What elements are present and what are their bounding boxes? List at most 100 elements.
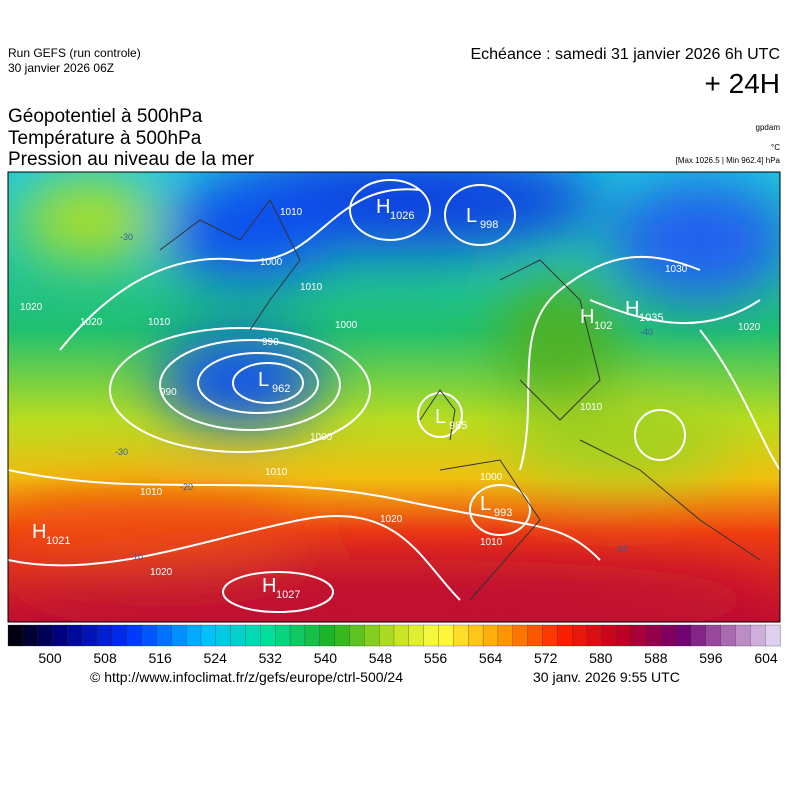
center-value: 985: [449, 420, 467, 432]
colorbar-label: 580: [589, 650, 613, 666]
footer-url: © http://www.infoclimat.fr/z/gefs/europe…: [90, 669, 404, 685]
colorbar-swatch: [156, 624, 172, 647]
colorbar-swatch: [230, 624, 247, 647]
center-letter: L: [466, 205, 477, 227]
isobar-label: 990: [262, 337, 279, 348]
colorbar-swatch: [690, 624, 707, 647]
isobar-label: 1030: [665, 264, 688, 275]
center-letter: H: [262, 575, 276, 597]
isobar-label: 1010: [140, 487, 163, 498]
colorbar-label: 588: [644, 650, 668, 666]
unit: °C: [771, 143, 780, 152]
colorbar-swatch: [557, 624, 573, 647]
isobar-label: 1010: [300, 282, 323, 293]
colorbar-swatch: [765, 624, 781, 647]
colorbar-label: 524: [204, 650, 228, 666]
map-frame: [7, 171, 781, 623]
run-date: 30 janvier 2026 06Z: [8, 61, 115, 75]
colorbar-swatch: [260, 624, 276, 647]
title: Géopotentiel à 500hPa: [8, 106, 203, 127]
colorbar-label: 572: [534, 650, 558, 666]
run: Run GEFS (run controle): [8, 46, 141, 60]
colorbar-swatch: [542, 624, 558, 647]
colorbar-swatch: [616, 624, 633, 647]
colorbar-swatch: [37, 624, 54, 647]
isobar-label: 1000: [335, 320, 358, 331]
colorbar-label: 500: [38, 650, 62, 666]
colorbar-swatch: [82, 624, 98, 647]
colorbar-swatch: [705, 624, 722, 647]
center-value: 1021: [46, 535, 70, 547]
colorbar-swatch: [379, 624, 395, 647]
colorbar-swatch: [304, 624, 321, 647]
isobar-label: 1010: [280, 207, 303, 218]
isobar-label: 1020: [738, 322, 761, 333]
colorbar-swatch: [735, 624, 751, 647]
colorbar-swatch: [7, 624, 24, 647]
colorbar-swatch: [675, 624, 692, 647]
unit: [Max 1026.5 | Min 962.4] hPa: [675, 156, 780, 165]
isotherm-label: -10: [130, 552, 143, 562]
colorbar-swatch: [601, 624, 618, 647]
isobar-label: 1010: [265, 467, 288, 478]
colorbar-swatch: [289, 624, 306, 647]
colorbar-swatch: [319, 624, 336, 647]
center-letter: H: [580, 306, 594, 328]
colorbar-swatch: [200, 624, 217, 647]
isobar-label: 1020: [380, 514, 403, 525]
colorbar-swatch: [275, 624, 291, 647]
colorbar-swatch: [22, 624, 39, 647]
center-value: 993: [494, 507, 512, 519]
isotherm-label: -40: [640, 327, 653, 337]
isobar-label: 1010: [580, 402, 603, 413]
colorbar-swatch: [126, 624, 143, 647]
colorbar-label: 596: [699, 650, 723, 666]
title: Pression au niveau de la mer: [8, 149, 255, 170]
isotherm-label: -20: [615, 544, 628, 554]
colorbar-swatch: [423, 624, 440, 647]
isotherm-label: -30: [120, 232, 133, 242]
colorbar-swatch: [334, 624, 351, 647]
footer-time: 30 janv. 2026 9:55 UTC: [533, 669, 680, 685]
colorbar-swatch: [393, 624, 410, 647]
isobar-label: 1020: [20, 302, 43, 313]
colorbar-swatch: [96, 624, 113, 647]
center-value: 1035: [639, 312, 663, 324]
colorbar-swatch: [646, 624, 662, 647]
colorbar-label: 548: [369, 650, 393, 666]
colorbar-swatch: [661, 624, 677, 647]
center-value: 998: [480, 219, 498, 231]
center-letter: H: [376, 196, 390, 218]
colorbar-swatch: [141, 624, 158, 647]
colorbar-swatch: [586, 624, 603, 647]
isotherm-label: -30: [115, 447, 128, 457]
colorbar-swatch: [111, 624, 128, 647]
center-value: 1027: [276, 589, 300, 601]
colorbar-swatch: [364, 624, 380, 647]
colorbar-swatch: [631, 624, 648, 647]
title: Température à 500hPa: [8, 128, 202, 149]
center-letter: H: [32, 521, 46, 543]
colorbar-swatch: [512, 624, 529, 647]
colorbar-swatch: [349, 624, 365, 647]
center-letter: L: [480, 493, 491, 515]
unit: gpdam: [755, 123, 780, 132]
colorbar-swatch: [497, 624, 514, 647]
colorbar-swatch: [453, 624, 469, 647]
center-letter: L: [435, 406, 446, 428]
colorbar-swatch: [527, 624, 544, 647]
colorbar-swatch: [408, 624, 425, 647]
forecast: + 24H: [704, 68, 781, 99]
isotherm-label: -20: [180, 482, 193, 492]
colorbar-swatch: [52, 624, 69, 647]
echeance: Echéance : samedi 31 janvier 2026 6h UTC: [470, 46, 780, 63]
field: [8, 172, 780, 622]
isobar-label: 990: [160, 387, 177, 398]
colorbar-swatch: [468, 624, 484, 647]
isobar-label: 1000: [310, 432, 333, 443]
center-letter: H: [625, 298, 639, 320]
center-letter: L: [258, 369, 269, 391]
colorbar-label: 508: [93, 650, 117, 666]
colorbar-swatch: [572, 624, 588, 647]
